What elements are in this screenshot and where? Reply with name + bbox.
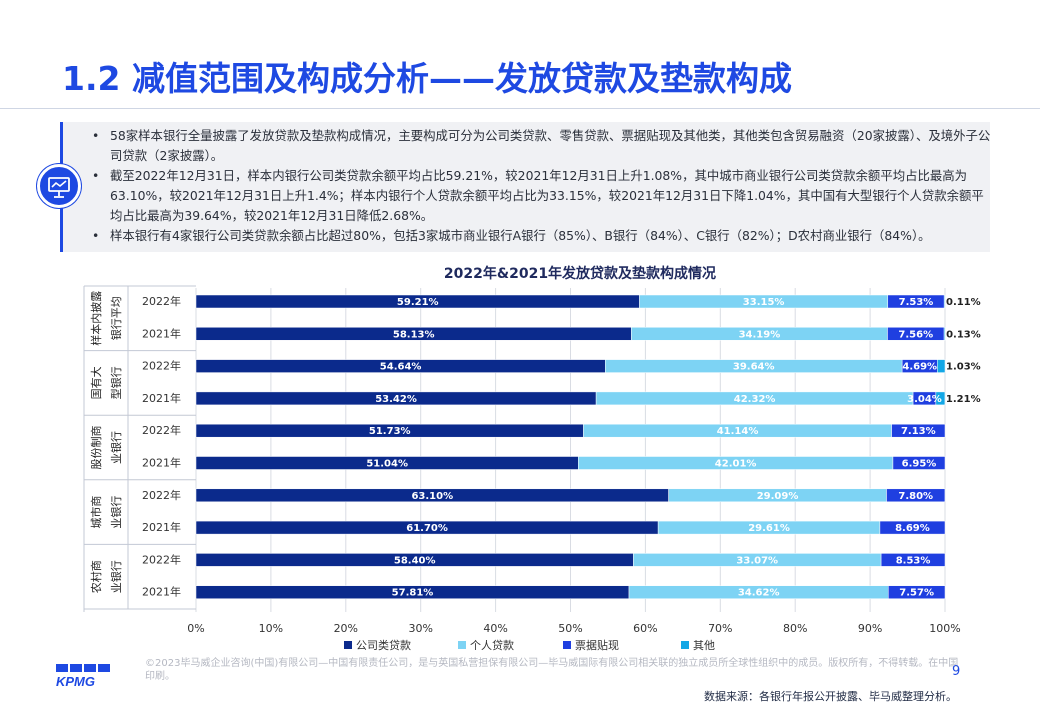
data-label: 29.61% xyxy=(748,523,790,534)
legend-label: 公司类贷款 xyxy=(356,638,411,652)
bar-segment xyxy=(879,520,946,535)
group-label: 城市商 业银行 xyxy=(89,496,123,529)
data-label: 7.56% xyxy=(898,329,933,340)
data-label: 63.10% xyxy=(411,491,453,502)
data-label: 39.64% xyxy=(733,362,775,373)
x-tick-label: 40% xyxy=(483,622,507,635)
data-label: 41.14% xyxy=(717,426,759,437)
data-label: 4.69% xyxy=(902,362,937,373)
data-label: 58.13% xyxy=(393,329,435,340)
x-tick-label: 90% xyxy=(858,622,882,635)
data-label: 33.15% xyxy=(743,297,785,308)
chart-title: 2022年&2021年发放贷款及垫款构成情况 xyxy=(444,265,716,282)
year-label: 2021年 xyxy=(142,585,181,599)
data-label: 7.13% xyxy=(901,426,936,437)
bullet-item: 58家样本银行全量披露了发放贷款及垫款构成情况，主要构成可分为公司类贷款、零售贷… xyxy=(92,126,992,166)
data-label: 0.13% xyxy=(946,329,981,340)
group-label: 样本内披露 银行平均 xyxy=(89,291,123,346)
data-label: 51.73% xyxy=(369,426,411,437)
year-label: 2021年 xyxy=(142,456,181,470)
x-tick-label: 80% xyxy=(783,622,807,635)
data-label: 59.21% xyxy=(397,297,439,308)
data-label: 6.95% xyxy=(902,459,937,470)
legend-swatch xyxy=(344,641,352,649)
summary-bullets: 58家样本银行全量披露了发放贷款及垫款构成情况，主要构成可分为公司类贷款、零售贷… xyxy=(92,126,992,246)
kpmg-logo: KPMG xyxy=(56,664,112,690)
legend-label: 个人贷款 xyxy=(470,638,514,652)
presentation-icon xyxy=(37,164,81,208)
x-tick-label: 20% xyxy=(334,622,358,635)
year-label: 2022年 xyxy=(142,294,181,308)
x-tick-label: 0% xyxy=(187,622,204,635)
legend-swatch xyxy=(458,641,466,649)
group-label: 国有大 型银行 xyxy=(89,366,123,399)
bar-segment xyxy=(888,585,946,599)
page-number: 9 xyxy=(952,664,961,679)
year-label: 2022年 xyxy=(142,423,181,437)
year-label: 2022年 xyxy=(142,488,181,502)
data-label: 34.62% xyxy=(738,588,780,599)
data-label: 7.80% xyxy=(898,491,933,502)
data-label: 54.64% xyxy=(380,362,422,373)
bar-segment xyxy=(891,423,946,438)
bar-segment xyxy=(886,488,946,503)
data-source: 数据来源：各银行年报公开披露、毕马威整理分析。 xyxy=(704,690,957,703)
x-tick-label: 30% xyxy=(408,622,432,635)
title-divider xyxy=(0,108,1040,109)
labels: 0% 10% 20% 30% 40% 50% 60% 70% 80% 90% 100% 样本内披露 银行… xyxy=(89,291,981,635)
legend-swatch xyxy=(681,641,689,649)
data-label: 61.70% xyxy=(406,523,448,534)
year-label: 2022年 xyxy=(142,552,181,566)
x-tick-label: 100% xyxy=(929,622,960,635)
logo-text: KPMG xyxy=(56,674,95,689)
data-label: 42.32% xyxy=(734,394,776,405)
data-label: 7.57% xyxy=(899,588,934,599)
bar-segment xyxy=(935,391,946,406)
bullet-item: 样本银行有4家银行公司类贷款余额占比超过80%，包括3家城市商业银行A银行（85… xyxy=(92,226,992,246)
data-label: 51.04% xyxy=(366,459,408,470)
data-label: 7.53% xyxy=(899,297,934,308)
data-label: 1.03% xyxy=(946,362,981,373)
data-label: 53.42% xyxy=(375,394,417,405)
data-label: 33.07% xyxy=(736,555,778,566)
bar-segment xyxy=(880,553,946,567)
legend: 公司类贷款 个人贷款 票据贴现 其他 xyxy=(344,638,715,652)
data-label: 3.04% xyxy=(907,394,942,405)
year-label: 2021年 xyxy=(142,326,181,340)
bar-segment xyxy=(892,456,946,470)
copyright-footer: ©2023毕马威企业咨询(中国)有限公司—中国有限责任公司，是与英国私营担保有限… xyxy=(145,658,959,682)
legend-label: 票据贴现 xyxy=(575,638,619,652)
data-label: 34.19% xyxy=(739,329,781,340)
year-label: 2021年 xyxy=(142,391,181,405)
bar-segment xyxy=(943,294,946,309)
data-label: 29.09% xyxy=(757,491,799,502)
group-label: 股份制商 业银行 xyxy=(89,426,123,470)
data-label: 8.69% xyxy=(895,523,930,534)
year-label: 2021年 xyxy=(142,520,181,534)
page-title: 1.2 减值范围及构成分析——发放贷款及垫款构成 xyxy=(62,59,792,98)
data-label: 57.81% xyxy=(392,588,434,599)
year-label: 2022年 xyxy=(142,359,181,373)
bullet-item: 截至2022年12月31日，样本内银行公司类贷款余额平均占比59.21%，较20… xyxy=(92,166,992,226)
legend-swatch xyxy=(563,641,571,649)
data-label: 58.40% xyxy=(394,555,436,566)
legend-label: 其他 xyxy=(693,639,715,652)
bar-segment xyxy=(937,359,946,373)
x-tick-label: 70% xyxy=(708,622,732,635)
x-tick-label: 50% xyxy=(558,622,582,635)
data-label: 42.01% xyxy=(715,459,757,470)
x-tick-label: 60% xyxy=(633,622,657,635)
group-label: 农村商 业银行 xyxy=(89,560,123,593)
bars xyxy=(195,294,946,599)
bar-segment xyxy=(943,327,946,341)
data-label: 0.11% xyxy=(946,297,981,308)
x-tick-label: 10% xyxy=(259,622,283,635)
data-label: 8.53% xyxy=(896,555,931,566)
data-label: 1.21% xyxy=(946,394,981,405)
